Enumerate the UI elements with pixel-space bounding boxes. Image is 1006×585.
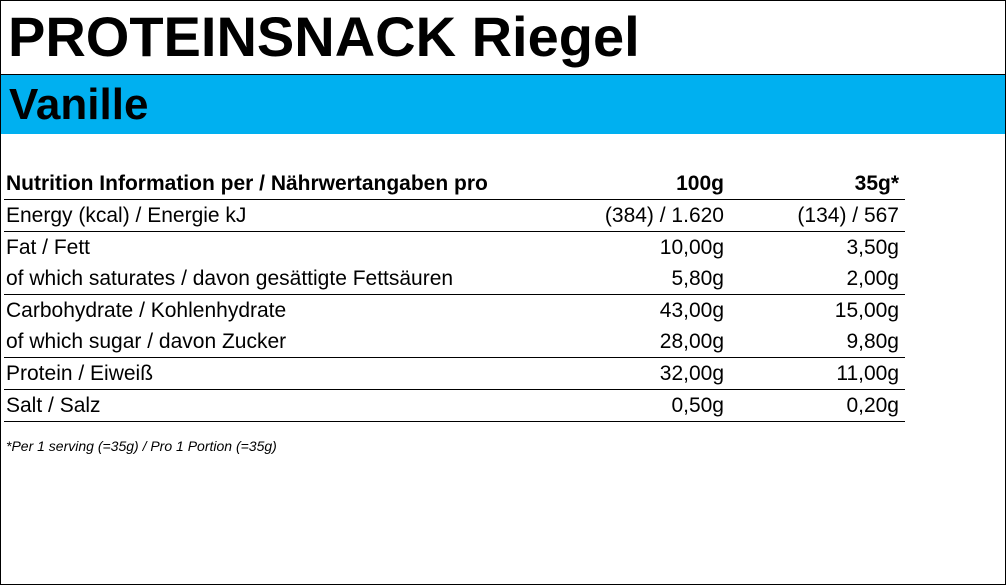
product-title: PROTEINSNACK Riegel	[8, 5, 640, 68]
header-100g: 100g	[676, 172, 724, 195]
row-label: of which sugar / davon Zucker	[6, 330, 287, 353]
value-100g: 10,00g	[659, 236, 724, 259]
header-label: Nutrition Information per / Nährwertanga…	[6, 172, 488, 195]
value-100g: (384) / 1.620	[604, 204, 724, 227]
value-35g: (134) / 567	[797, 204, 899, 227]
value-100g: 32,00g	[659, 362, 724, 385]
row-label: Carbohydrate / Kohlenhydrate	[6, 299, 287, 322]
header-35g: 35g*	[854, 172, 899, 195]
table-row-fat: Fat / Fett 10,00g 3,50g	[4, 232, 905, 263]
value-35g: 2,00g	[846, 267, 899, 290]
value-100g: 0,50g	[671, 394, 724, 417]
value-100g: 28,00g	[659, 330, 724, 353]
value-35g: 11,00g	[836, 362, 899, 385]
row-label: Protein / Eiweiß	[6, 362, 154, 385]
table-row-salt: Salt / Salz 0,50g 0,20g	[4, 390, 905, 422]
row-label: Salt / Salz	[6, 394, 101, 417]
flavor-band: Vanille	[1, 74, 1005, 134]
value-35g: 9,80g	[846, 330, 899, 353]
table-row-carbohydrate: Carbohydrate / Kohlenhydrate 43,00g 15,0…	[4, 295, 905, 326]
flavor-name: Vanille	[9, 80, 149, 129]
row-label: Fat / Fett	[6, 236, 91, 259]
value-100g: 43,00g	[659, 299, 724, 322]
table-row-protein: Protein / Eiweiß 32,00g 11,00g	[4, 358, 905, 390]
row-label: Energy (kcal) / Energie kJ	[6, 204, 247, 227]
nutrition-table: Nutrition Information per / Nährwertanga…	[4, 168, 905, 422]
table-row-energy: Energy (kcal) / Energie kJ (384) / 1.620…	[4, 200, 905, 232]
row-label: of which saturates / davon gesättigte Fe…	[6, 267, 454, 290]
table-header-row: Nutrition Information per / Nährwertanga…	[4, 168, 905, 200]
value-35g: 3,50g	[846, 236, 899, 259]
table-row-sugar: of which sugar / davon Zucker 28,00g 9,8…	[4, 326, 905, 358]
value-35g: 0,20g	[846, 394, 899, 417]
table-row-saturates: of which saturates / davon gesättigte Fe…	[4, 263, 905, 295]
serving-footnote: *Per 1 serving (=35g) / Pro 1 Portion (=…	[6, 438, 277, 454]
value-35g: 15,00g	[834, 299, 899, 322]
value-100g: 5,80g	[671, 267, 724, 290]
